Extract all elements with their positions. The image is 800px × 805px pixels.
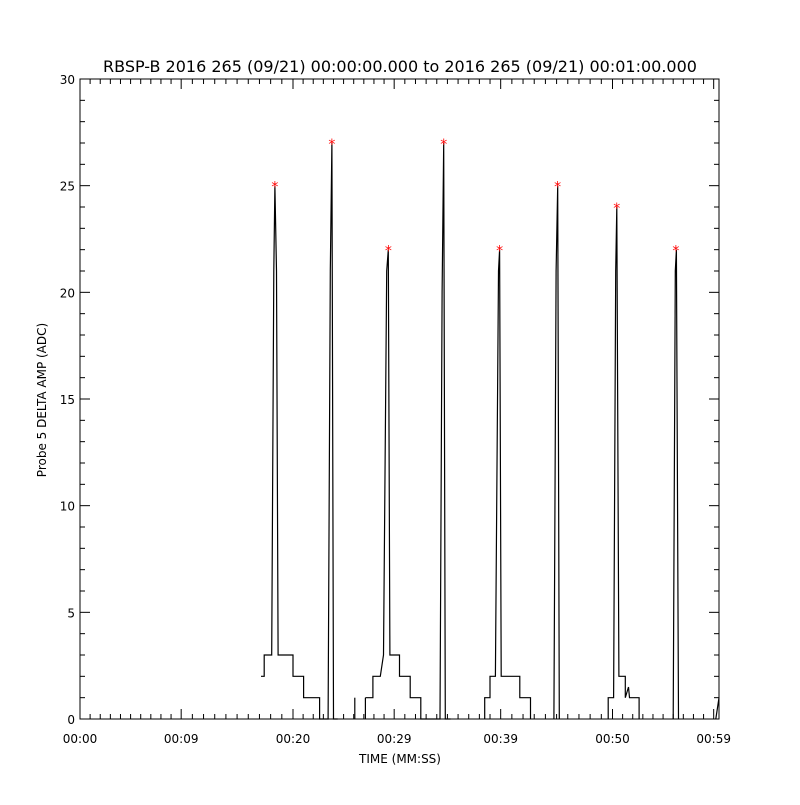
y-tick-label: 0 bbox=[67, 713, 75, 727]
series-line bbox=[672, 249, 680, 720]
y-tick-label: 5 bbox=[67, 606, 75, 620]
x-tick-label: 00:00 bbox=[63, 732, 98, 746]
x-tick-label: 00:29 bbox=[377, 732, 412, 746]
peak-marker: * bbox=[385, 244, 392, 260]
x-tick-label: 00:09 bbox=[164, 732, 199, 746]
peak-marker: * bbox=[554, 180, 561, 196]
y-tick-label: 15 bbox=[60, 393, 75, 407]
series-line bbox=[365, 142, 451, 720]
series-line bbox=[553, 185, 560, 720]
peak-marker: * bbox=[672, 244, 679, 260]
y-tick-label: 10 bbox=[60, 500, 75, 514]
peak-marker: * bbox=[271, 180, 278, 196]
peak-marker: * bbox=[613, 201, 620, 217]
x-tick-label: 00:39 bbox=[483, 732, 518, 746]
series-line bbox=[715, 697, 720, 720]
x-axis-label: TIME (MM:SS) bbox=[358, 752, 441, 766]
y-tick-label: 30 bbox=[60, 73, 75, 87]
peak-marker: * bbox=[496, 244, 503, 260]
series-line bbox=[607, 206, 640, 719]
x-tick-label: 00:20 bbox=[276, 732, 311, 746]
series-line bbox=[261, 142, 338, 720]
peak-marker: * bbox=[440, 137, 447, 153]
plot-area: 00:00 00:09 00:20 00:29 00:39 00:50 00:59 0 5 10 1… bbox=[60, 73, 731, 746]
chart-title: RBSP-B 2016 265 (09/21) 00:00:00.000 to … bbox=[103, 57, 697, 76]
x-tick-label: 00:50 bbox=[595, 732, 630, 746]
y-tick-label: 25 bbox=[60, 180, 75, 194]
x-tick-label: 00:59 bbox=[696, 732, 731, 746]
y-tick-label: 20 bbox=[60, 286, 75, 300]
peak-marker: * bbox=[328, 137, 335, 153]
series-line bbox=[484, 249, 532, 719]
y-axis-label: Probe 5 DELTA AMP (ADC) bbox=[35, 323, 49, 477]
